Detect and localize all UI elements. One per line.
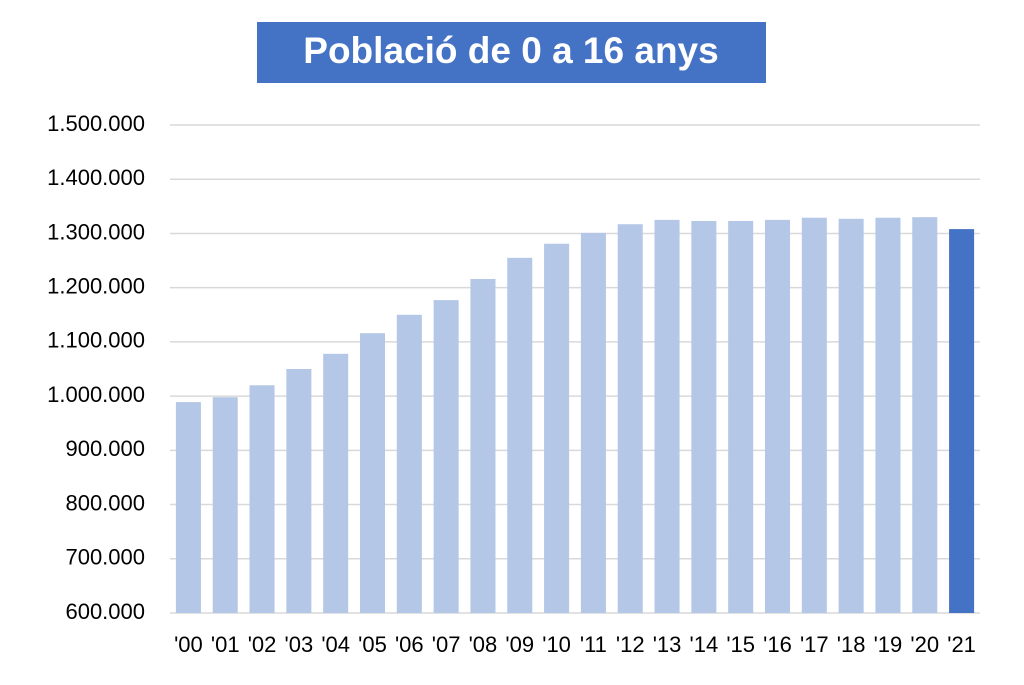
bar	[654, 219, 680, 613]
x-tick-label: '16	[763, 632, 792, 657]
x-tick-label: '00	[174, 632, 203, 657]
bar	[875, 217, 901, 613]
y-tick-label: 1.200.000	[47, 273, 145, 298]
bar	[728, 220, 754, 613]
x-tick-label: '09	[505, 632, 534, 657]
x-tick-label: '08	[469, 632, 498, 657]
x-tick-label: '03	[285, 632, 314, 657]
x-tick-label: '05	[358, 632, 387, 657]
x-tick-label: '19	[874, 632, 903, 657]
x-tick-label: '06	[395, 632, 424, 657]
bar	[323, 353, 349, 613]
x-tick-label: '21	[947, 632, 976, 657]
x-tick-label: '20	[910, 632, 939, 657]
bar	[175, 402, 201, 613]
x-tick-label: '11	[580, 632, 607, 657]
bar	[912, 217, 938, 613]
x-tick-label: '04	[321, 632, 350, 657]
y-tick-label: 1.500.000	[47, 111, 145, 136]
x-tick-label: '02	[248, 632, 277, 657]
bar	[249, 385, 275, 613]
x-tick-label: '15	[726, 632, 755, 657]
y-tick-label: 1.000.000	[47, 382, 145, 407]
title-background	[257, 22, 766, 83]
y-tick-label: 600.000	[65, 599, 145, 624]
x-tick-label: '13	[653, 632, 682, 657]
bar	[691, 220, 717, 613]
bar	[544, 243, 570, 613]
x-tick-label: '10	[542, 632, 571, 657]
bar	[212, 397, 238, 613]
x-tick-label: '14	[690, 632, 719, 657]
bar	[838, 218, 864, 613]
bar	[507, 257, 533, 613]
y-tick-label: 800.000	[65, 490, 145, 515]
chart-title: Població de 0 a 16 anys	[303, 30, 718, 71]
y-tick-label: 700.000	[65, 545, 145, 570]
x-tick-label: '01	[211, 632, 240, 657]
bar	[764, 219, 791, 613]
bar	[949, 229, 975, 613]
x-tick-label: '18	[837, 632, 866, 657]
bar	[617, 224, 643, 613]
bar	[580, 232, 606, 613]
x-tick-label: '17	[800, 632, 829, 657]
bar	[433, 300, 459, 613]
bar	[286, 369, 312, 613]
y-tick-label: 900.000	[65, 436, 145, 461]
bar	[470, 278, 496, 613]
x-tick-label: '12	[616, 632, 645, 657]
y-tick-label: 1.400.000	[47, 165, 145, 190]
y-tick-label: 1.300.000	[47, 219, 145, 244]
bar	[801, 217, 827, 613]
x-tick-label: '07	[432, 632, 461, 657]
bar	[359, 333, 386, 613]
bar	[396, 314, 422, 613]
y-tick-label: 1.100.000	[47, 328, 145, 353]
